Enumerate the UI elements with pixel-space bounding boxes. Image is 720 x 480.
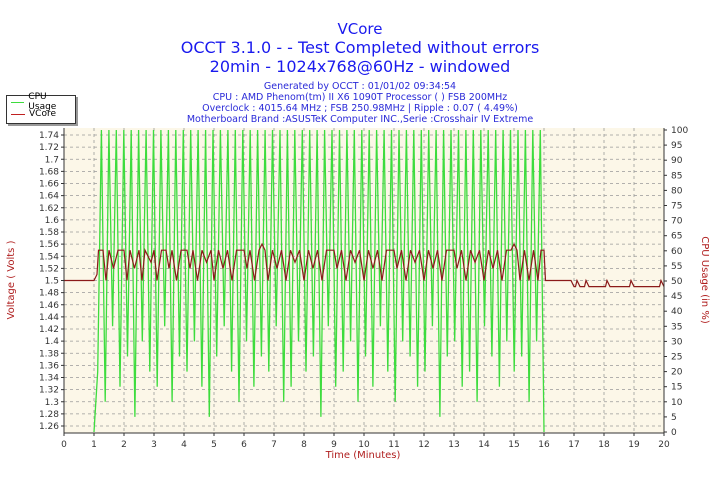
y-left-tick-label: 1.38 xyxy=(39,349,59,359)
legend-item-cpu: CPU Usage xyxy=(11,92,75,112)
y-right-tick-label: 15 xyxy=(671,383,682,393)
y-left-tick-label: 1.26 xyxy=(39,422,59,432)
info-cpu: CPU : AMD Phenom(tm) II X6 1090T Process… xyxy=(212,92,508,103)
y-right-tick-label: 70 xyxy=(671,217,683,227)
y-right-tick-label: 50 xyxy=(671,277,683,287)
x-tick-label: 12 xyxy=(418,440,429,450)
y-left-tick-label: 1.44 xyxy=(39,313,59,323)
y-left-tick-label: 1.6 xyxy=(45,216,60,226)
x-tick-label: 3 xyxy=(151,440,157,450)
x-tick-label: 9 xyxy=(331,440,337,450)
x-tick-label: 2 xyxy=(121,440,127,450)
y-right-tick-label: 75 xyxy=(671,202,682,212)
x-tick-label: 17 xyxy=(568,440,579,450)
y-left-tick-label: 1.66 xyxy=(39,180,59,190)
legend-label-cpu: CPU Usage xyxy=(28,92,57,112)
y-right-tick-label: 80 xyxy=(671,186,683,196)
chart-title: VCore xyxy=(337,20,383,38)
x-tick-label: 6 xyxy=(241,440,247,450)
legend: CPU Usage VCore xyxy=(6,92,76,124)
x-tick-label: 19 xyxy=(628,440,640,450)
y-right-tick-label: 25 xyxy=(671,353,682,363)
chart-subtitle-1: OCCT 3.1.0 - - Test Completed without er… xyxy=(180,38,540,57)
y-right-tick-label: 95 xyxy=(671,141,682,151)
y-right-tick-label: 85 xyxy=(671,171,682,181)
x-tick-label: 7 xyxy=(271,440,277,450)
y-left-tick-label: 1.74 xyxy=(39,131,59,141)
info-motherboard: Motherboard Brand :ASUSTeK Computer INC.… xyxy=(186,114,534,125)
y-left-tick-label: 1.7 xyxy=(45,155,59,165)
y-left-tick-label: 1.36 xyxy=(39,361,59,371)
y-left-tick-label: 1.34 xyxy=(39,374,59,384)
y-left-tick-label: 1.54 xyxy=(39,252,59,262)
x-tick-label: 4 xyxy=(181,440,187,450)
y-right-tick-label: 60 xyxy=(671,247,683,257)
x-tick-label: 8 xyxy=(301,440,307,450)
y-right-tick-label: 45 xyxy=(671,292,682,302)
info-generated: Generated by OCCT : 01/01/02 09:34:54 xyxy=(263,81,457,92)
y-axis-right-label: CPU Usage (in %) xyxy=(699,236,710,324)
y-right-tick-label: 30 xyxy=(671,337,683,347)
x-tick-label: 13 xyxy=(448,440,459,450)
y-left-tick-label: 1.48 xyxy=(39,289,59,299)
y-axis-left-label: Voltage ( Volts ) xyxy=(6,240,17,319)
x-tick-label: 10 xyxy=(358,440,370,450)
y-right-tick-label: 90 xyxy=(671,156,683,166)
y-left-tick-label: 1.58 xyxy=(39,228,59,238)
y-left-tick-label: 1.32 xyxy=(39,386,59,396)
y-left-tick-label: 1.64 xyxy=(39,192,59,202)
y-left-tick-label: 1.68 xyxy=(39,167,59,177)
legend-label-vcore: VCore xyxy=(29,109,56,119)
y-left-tick-label: 1.28 xyxy=(39,410,59,420)
y-right-tick-label: 10 xyxy=(671,398,683,408)
y-left-tick-label: 1.56 xyxy=(39,240,59,250)
y-left-tick-label: 1.5 xyxy=(45,277,59,287)
cpu-usage-line xyxy=(93,129,545,433)
x-tick-label: 1 xyxy=(91,440,97,450)
y-right-tick-label: 65 xyxy=(671,232,682,242)
x-tick-label: 20 xyxy=(658,440,670,450)
y-left-tick-label: 1.3 xyxy=(45,398,59,408)
x-tick-label: 5 xyxy=(211,440,217,450)
y-left-tick-label: 1.42 xyxy=(39,325,59,335)
x-tick-label: 15 xyxy=(508,440,519,450)
y-right-tick-label: 5 xyxy=(671,413,677,423)
y-right-tick-label: 35 xyxy=(671,322,682,332)
y-left-tick-label: 1.52 xyxy=(39,264,59,274)
y-right-tick-label: 0 xyxy=(671,428,677,438)
x-axis-label: Time (Minutes) xyxy=(325,450,401,461)
info-overclock: Overclock : 4015.64 MHz ; FSB 250.98MHz … xyxy=(202,103,518,114)
y-right-tick-label: 40 xyxy=(671,307,683,317)
y-left-tick-label: 1.72 xyxy=(39,143,59,153)
y-left-tick-label: 1.4 xyxy=(45,337,60,347)
x-tick-label: 0 xyxy=(61,440,67,450)
y-right-tick-label: 100 xyxy=(671,126,688,136)
vcore-line xyxy=(64,242,665,288)
legend-item-vcore: VCore xyxy=(11,108,75,120)
x-tick-label: 14 xyxy=(478,440,490,450)
x-tick-label: 18 xyxy=(598,440,610,450)
x-tick-label: 16 xyxy=(538,440,550,450)
y-left-tick-label: 1.46 xyxy=(39,301,59,311)
y-left-tick-label: 1.62 xyxy=(39,204,59,214)
chart-subtitle-2: 20min - 1024x768@60Hz - windowed xyxy=(209,57,511,76)
y-right-tick-label: 55 xyxy=(671,262,682,272)
legend-swatch-vcore xyxy=(11,113,25,115)
y-right-tick-label: 20 xyxy=(671,368,683,378)
legend-swatch-cpu xyxy=(11,101,25,103)
x-tick-label: 11 xyxy=(388,440,399,450)
